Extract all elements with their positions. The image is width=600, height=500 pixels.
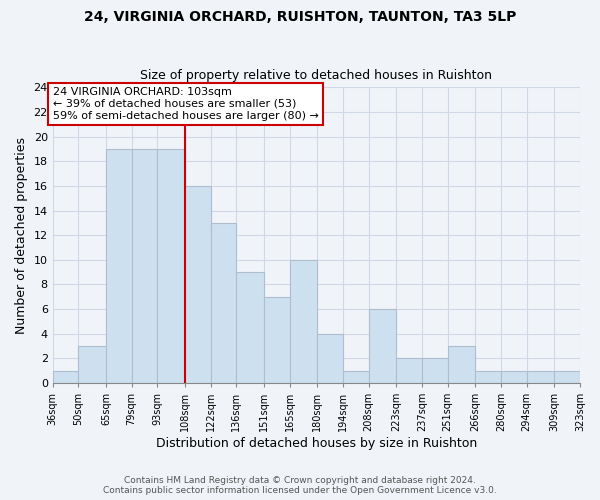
Bar [343, 370, 368, 383]
Bar [185, 186, 211, 383]
Bar [501, 370, 527, 383]
Bar [396, 358, 422, 383]
Bar [236, 272, 264, 383]
Bar [554, 370, 580, 383]
Bar [368, 309, 396, 383]
Bar [157, 149, 185, 383]
Bar [422, 358, 448, 383]
Text: 24 VIRGINIA ORCHARD: 103sqm
← 39% of detached houses are smaller (53)
59% of sem: 24 VIRGINIA ORCHARD: 103sqm ← 39% of det… [53, 88, 319, 120]
Text: Contains HM Land Registry data © Crown copyright and database right 2024.
Contai: Contains HM Land Registry data © Crown c… [103, 476, 497, 495]
Bar [53, 370, 79, 383]
Bar [317, 334, 343, 383]
Bar [211, 223, 236, 383]
Title: Size of property relative to detached houses in Ruishton: Size of property relative to detached ho… [140, 69, 493, 82]
Bar [290, 260, 317, 383]
Bar [475, 370, 501, 383]
Bar [131, 149, 157, 383]
X-axis label: Distribution of detached houses by size in Ruishton: Distribution of detached houses by size … [156, 437, 477, 450]
Bar [448, 346, 475, 383]
Text: 24, VIRGINIA ORCHARD, RUISHTON, TAUNTON, TA3 5LP: 24, VIRGINIA ORCHARD, RUISHTON, TAUNTON,… [84, 10, 516, 24]
Bar [527, 370, 554, 383]
Bar [79, 346, 106, 383]
Y-axis label: Number of detached properties: Number of detached properties [15, 136, 28, 334]
Bar [106, 149, 131, 383]
Bar [264, 297, 290, 383]
